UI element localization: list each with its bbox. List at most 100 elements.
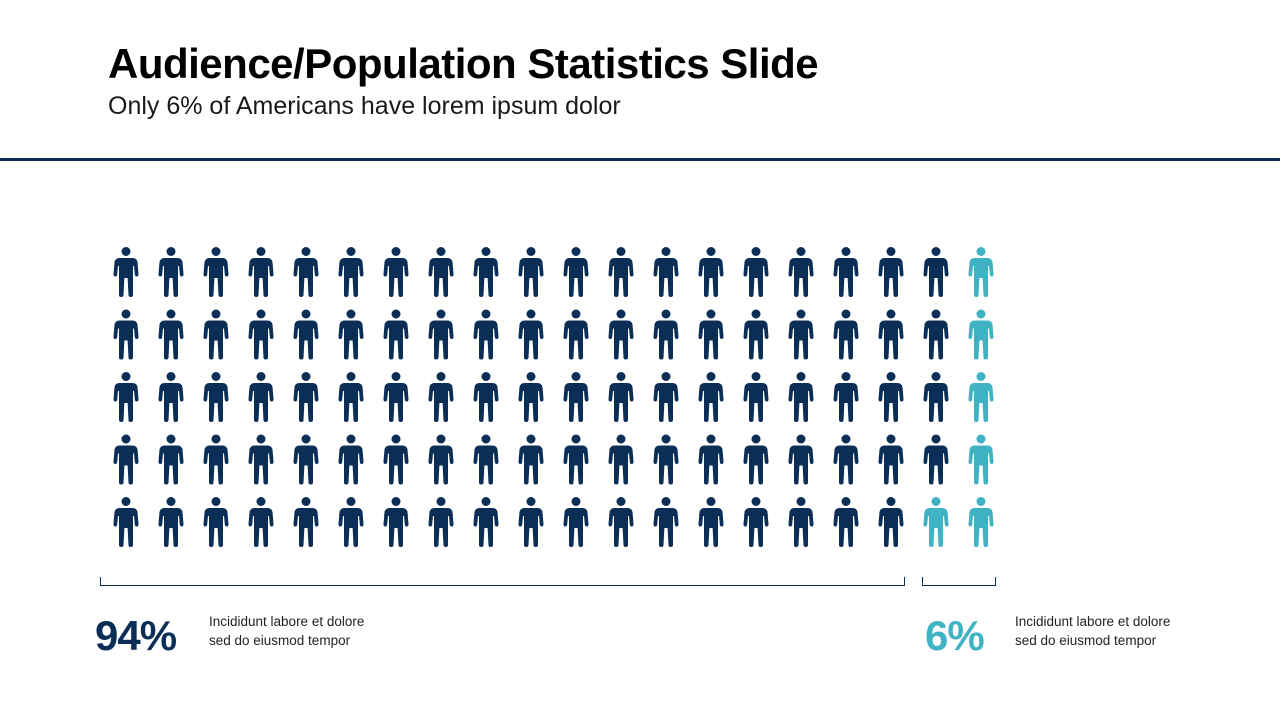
majority-description: Incididunt labore et dolore sed do eiusm… bbox=[209, 612, 399, 650]
person-icon-majority bbox=[878, 309, 904, 360]
person-icon-majority bbox=[788, 309, 814, 360]
person-icon-minority bbox=[968, 372, 994, 422]
person-icon-minority bbox=[968, 497, 994, 547]
person-icon-majority bbox=[743, 497, 769, 547]
person-icon-majority bbox=[563, 247, 589, 297]
person-icon-majority bbox=[203, 434, 229, 485]
person-icon-majority bbox=[563, 434, 589, 485]
person-icon-majority bbox=[203, 247, 229, 297]
person-icon-majority bbox=[518, 372, 544, 422]
person-icon-majority bbox=[248, 372, 274, 422]
person-icon-majority bbox=[338, 372, 364, 422]
person-icon-majority bbox=[473, 497, 499, 547]
person-icon-majority bbox=[518, 497, 544, 547]
person-icon-minority bbox=[968, 247, 994, 297]
person-icon-majority bbox=[563, 372, 589, 422]
person-icon-majority bbox=[698, 247, 724, 297]
person-icon-majority bbox=[113, 434, 139, 485]
person-icon-majority bbox=[743, 309, 769, 360]
person-icon-majority bbox=[293, 497, 319, 547]
person-icon-majority bbox=[653, 434, 679, 485]
person-icon-majority bbox=[608, 497, 634, 547]
person-icon-majority bbox=[923, 309, 949, 360]
person-icon-majority bbox=[383, 372, 409, 422]
person-icon-majority bbox=[293, 372, 319, 422]
slide-subtitle: Only 6% of Americans have lorem ipsum do… bbox=[108, 92, 621, 120]
person-icon-majority bbox=[608, 247, 634, 297]
person-icon-majority bbox=[473, 372, 499, 422]
person-icon-majority bbox=[923, 247, 949, 297]
person-icon-majority bbox=[788, 247, 814, 297]
person-icon-majority bbox=[518, 247, 544, 297]
person-icon-majority bbox=[428, 434, 454, 485]
person-icon-majority bbox=[248, 309, 274, 360]
person-icon-majority bbox=[473, 434, 499, 485]
person-icon-majority bbox=[833, 372, 859, 422]
person-icon-majority bbox=[518, 309, 544, 360]
slide-title: Audience/Population Statistics Slide bbox=[108, 40, 819, 87]
person-icon-majority bbox=[833, 434, 859, 485]
person-icon-majority bbox=[788, 497, 814, 547]
person-icon-majority bbox=[698, 372, 724, 422]
person-icon-majority bbox=[113, 309, 139, 360]
person-icon-majority bbox=[383, 309, 409, 360]
person-icon-majority bbox=[743, 247, 769, 297]
person-icon-majority bbox=[383, 497, 409, 547]
majority-percentage: 94% bbox=[95, 612, 177, 659]
majority-bracket bbox=[100, 577, 905, 586]
person-icon-majority bbox=[158, 309, 184, 360]
person-icon-majority bbox=[743, 434, 769, 485]
person-icon-majority bbox=[338, 309, 364, 360]
person-icon-majority bbox=[833, 497, 859, 547]
person-icon-majority bbox=[653, 309, 679, 360]
person-icon-majority bbox=[428, 247, 454, 297]
person-icon-majority bbox=[113, 372, 139, 422]
minority-bracket bbox=[922, 577, 996, 586]
person-icon-majority bbox=[878, 247, 904, 297]
person-icon-majority bbox=[653, 372, 679, 422]
person-icon-majority bbox=[428, 497, 454, 547]
person-icon-majority bbox=[428, 372, 454, 422]
majority-description-line-2: sed do eiusmod tempor bbox=[209, 633, 351, 648]
person-icon-majority bbox=[563, 309, 589, 360]
person-icon-majority bbox=[788, 434, 814, 485]
person-icon-majority bbox=[833, 247, 859, 297]
person-icon-majority bbox=[203, 309, 229, 360]
person-icon-majority bbox=[653, 497, 679, 547]
person-icon-majority bbox=[698, 497, 724, 547]
person-icon-majority bbox=[833, 309, 859, 360]
header-divider bbox=[0, 158, 1280, 161]
person-icon-majority bbox=[203, 497, 229, 547]
person-icon-minority bbox=[968, 434, 994, 485]
minority-description-line-2: sed do eiusmod tempor bbox=[1015, 633, 1157, 648]
person-icon-minority bbox=[968, 309, 994, 360]
person-icon-majority bbox=[158, 497, 184, 547]
minority-description-line-1: Incididunt labore et dolore bbox=[1015, 614, 1171, 629]
person-icon-majority bbox=[698, 434, 724, 485]
person-icon-majority bbox=[743, 372, 769, 422]
minority-description: Incididunt labore et dolore sed do eiusm… bbox=[1015, 612, 1205, 650]
person-icon-majority bbox=[113, 247, 139, 297]
minority-percentage: 6% bbox=[925, 612, 985, 659]
person-icon-majority bbox=[608, 372, 634, 422]
person-icon-majority bbox=[608, 434, 634, 485]
person-icon-majority bbox=[383, 247, 409, 297]
person-icon-majority bbox=[878, 434, 904, 485]
person-icon-majority bbox=[158, 372, 184, 422]
person-icon-majority bbox=[203, 372, 229, 422]
person-icon-majority bbox=[248, 434, 274, 485]
person-icon-majority bbox=[113, 497, 139, 547]
person-icon-majority bbox=[428, 309, 454, 360]
person-icon-majority bbox=[293, 434, 319, 485]
person-icon-majority bbox=[293, 247, 319, 297]
person-icon-majority bbox=[338, 497, 364, 547]
person-icon-majority bbox=[473, 309, 499, 360]
person-icon-majority bbox=[338, 434, 364, 485]
person-icon-majority bbox=[698, 309, 724, 360]
people-grid bbox=[113, 247, 994, 547]
person-icon-majority bbox=[608, 309, 634, 360]
person-icon-majority bbox=[923, 434, 949, 485]
majority-description-line-1: Incididunt labore et dolore bbox=[209, 614, 365, 629]
person-icon-majority bbox=[338, 247, 364, 297]
person-icon-majority bbox=[788, 372, 814, 422]
